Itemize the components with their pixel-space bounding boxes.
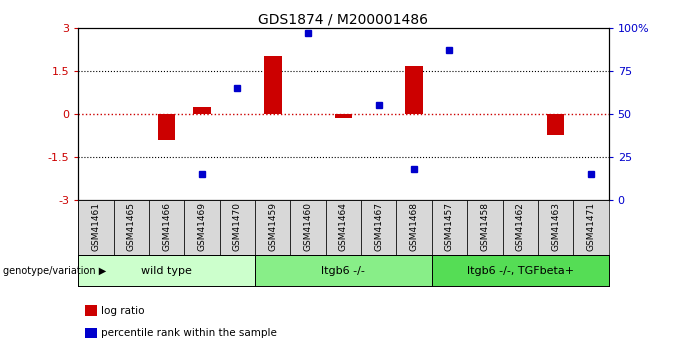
Bar bbox=[193, 107, 211, 114]
Bar bbox=[547, 114, 564, 136]
Bar bbox=[184, 200, 220, 255]
Text: GSM41461: GSM41461 bbox=[91, 202, 101, 251]
Bar bbox=[264, 56, 282, 114]
Bar bbox=[290, 200, 326, 255]
Bar bbox=[432, 255, 609, 286]
Text: percentile rank within the sample: percentile rank within the sample bbox=[101, 328, 277, 338]
Bar bbox=[220, 200, 255, 255]
Bar bbox=[405, 66, 423, 114]
Text: GSM41462: GSM41462 bbox=[515, 202, 525, 250]
Text: GSM41467: GSM41467 bbox=[374, 202, 384, 251]
Bar bbox=[255, 255, 432, 286]
Bar bbox=[396, 200, 432, 255]
Text: ltgb6 -/-: ltgb6 -/- bbox=[322, 266, 365, 276]
Bar bbox=[361, 200, 396, 255]
Text: GSM41468: GSM41468 bbox=[409, 202, 419, 251]
Text: GSM41470: GSM41470 bbox=[233, 202, 242, 251]
Text: GSM41458: GSM41458 bbox=[480, 202, 490, 251]
Title: GDS1874 / M200001486: GDS1874 / M200001486 bbox=[258, 12, 428, 27]
Bar bbox=[158, 114, 175, 140]
Text: GSM41466: GSM41466 bbox=[162, 202, 171, 251]
Bar bbox=[538, 200, 573, 255]
Bar bbox=[149, 200, 184, 255]
Text: genotype/variation ▶: genotype/variation ▶ bbox=[3, 266, 107, 276]
Bar bbox=[326, 200, 361, 255]
Bar bbox=[114, 200, 149, 255]
Text: GSM41465: GSM41465 bbox=[126, 202, 136, 251]
Bar bbox=[467, 200, 503, 255]
Text: GSM41463: GSM41463 bbox=[551, 202, 560, 251]
Bar bbox=[78, 255, 255, 286]
Text: ltgb6 -/-, TGFbeta+: ltgb6 -/-, TGFbeta+ bbox=[466, 266, 574, 276]
Text: GSM41460: GSM41460 bbox=[303, 202, 313, 251]
Text: GSM41459: GSM41459 bbox=[268, 202, 277, 251]
Text: GSM41464: GSM41464 bbox=[339, 202, 348, 250]
Bar bbox=[335, 114, 352, 118]
Bar bbox=[255, 200, 290, 255]
Text: GSM41457: GSM41457 bbox=[445, 202, 454, 251]
Bar bbox=[503, 200, 538, 255]
Text: GSM41471: GSM41471 bbox=[586, 202, 596, 251]
Bar bbox=[573, 200, 609, 255]
Text: GSM41469: GSM41469 bbox=[197, 202, 207, 251]
Text: log ratio: log ratio bbox=[101, 306, 145, 315]
Bar bbox=[432, 200, 467, 255]
Text: wild type: wild type bbox=[141, 266, 192, 276]
Bar bbox=[78, 200, 114, 255]
